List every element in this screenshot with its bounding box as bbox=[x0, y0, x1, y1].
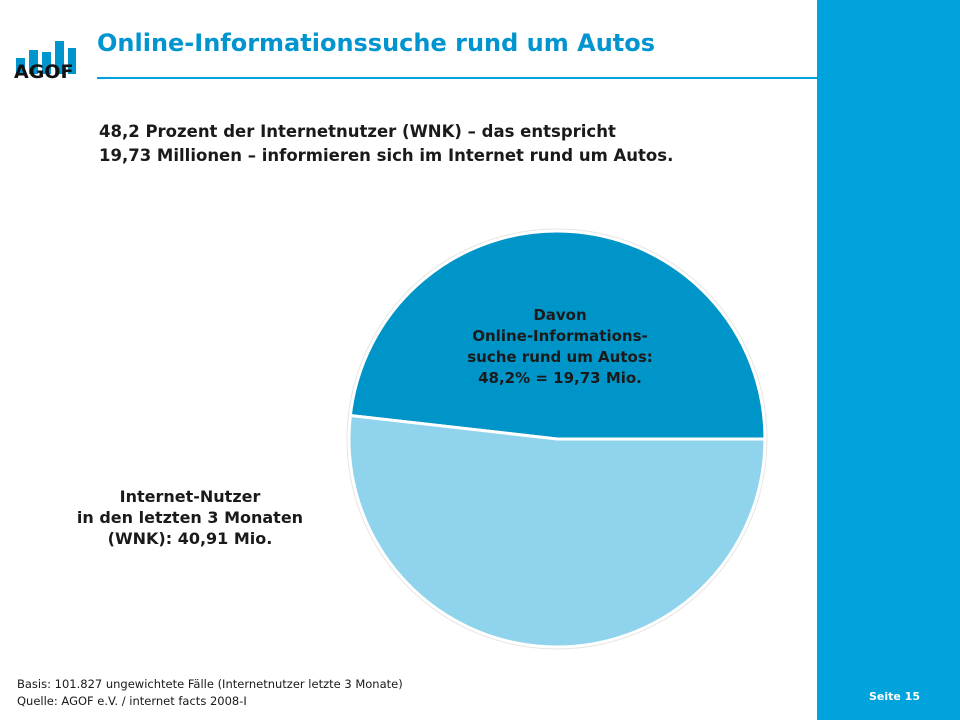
slice-label-line: 48,2% = 19,73 Mio. bbox=[478, 369, 642, 387]
pie-slice-other-users bbox=[347, 413, 767, 649]
headline-line-1: 48,2 Prozent der Internetnutzer (WNK) – … bbox=[99, 122, 616, 141]
page-title: Online-Informationssuche rund um Autos bbox=[97, 29, 656, 57]
agof-logo-icon bbox=[16, 41, 76, 74]
headline-line-2: 19,73 Millionen – informieren sich im In… bbox=[99, 146, 674, 165]
footnote-source: Quelle: AGOF e.V. / internet facts 2008-… bbox=[17, 694, 247, 708]
slice-label-online-info: Davon Online-Informations- suche rund um… bbox=[400, 305, 720, 389]
page-number: Seite 15 bbox=[868, 690, 920, 703]
total-label-line: Internet-Nutzer bbox=[119, 487, 261, 506]
total-label-line: in den letzten 3 Monaten bbox=[76, 508, 304, 527]
pie-slice-online-info bbox=[348, 229, 767, 441]
headline-text: 48,2 Prozent der Internetnutzer (WNK) – … bbox=[99, 120, 673, 168]
pie-outline bbox=[346, 228, 768, 650]
logo-text: AGOF bbox=[14, 61, 74, 83]
slice-label-line: Online-Informations- bbox=[472, 327, 648, 345]
total-label-line: (WNK): 40,91 Mio. bbox=[107, 529, 273, 548]
footnote: Basis: 101.827 ungewichtete Fälle (Inter… bbox=[17, 676, 403, 710]
title-divider bbox=[97, 77, 817, 79]
footnote-basis: Basis: 101.827 ungewichtete Fälle (Inter… bbox=[17, 677, 403, 691]
slice-label-line: suche rund um Autos: bbox=[467, 348, 653, 366]
slice-label-line: Davon bbox=[533, 306, 587, 324]
slice-label-internet-users: Internet-Nutzer in den letzten 3 Monaten… bbox=[20, 486, 360, 549]
right-side-bar bbox=[817, 0, 960, 720]
